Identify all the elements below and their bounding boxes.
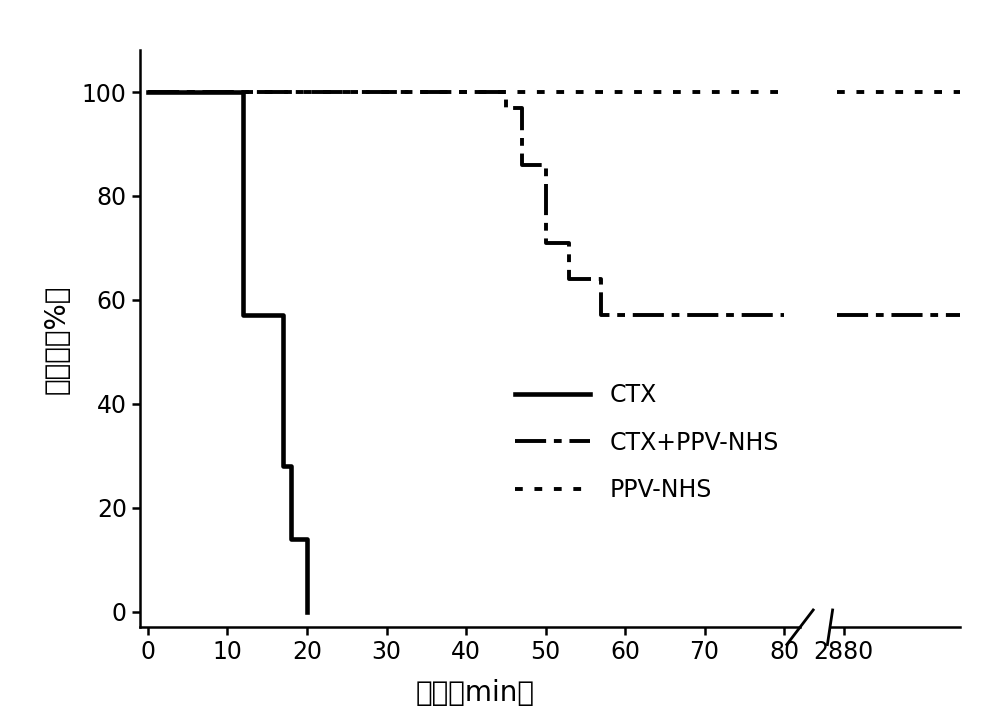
Text: 时间（min）: 时间（min）	[416, 678, 534, 707]
Y-axis label: 生存率（%）: 生存率（%）	[43, 284, 71, 394]
Legend: CTX, CTX+PPV-NHS, PPV-NHS: CTX, CTX+PPV-NHS, PPV-NHS	[505, 373, 788, 512]
